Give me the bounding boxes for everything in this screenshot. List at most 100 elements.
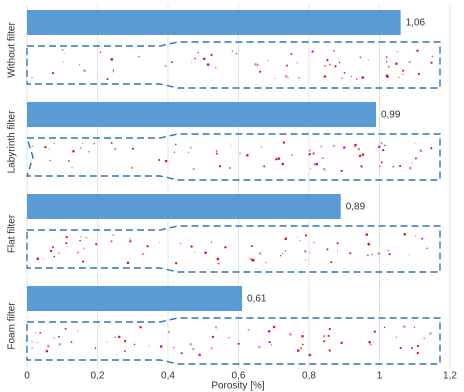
pore: [217, 258, 220, 261]
chart: Porosity [%] 00,20,40,60,811,21,06Withou…: [0, 0, 464, 392]
pore: [71, 341, 73, 343]
pore: [52, 72, 54, 74]
pore: [72, 150, 75, 153]
pore: [284, 237, 287, 240]
pore: [211, 242, 212, 243]
pore: [323, 335, 326, 338]
category-label: Foam filter: [7, 302, 18, 350]
pore: [88, 151, 90, 153]
pore: [409, 254, 410, 255]
pore: [236, 53, 237, 54]
pore: [354, 144, 357, 147]
pore: [80, 147, 82, 149]
pore: [271, 344, 272, 345]
pore: [198, 59, 199, 60]
pore: [329, 328, 331, 330]
pore: [402, 74, 403, 75]
pore: [302, 344, 304, 346]
pore: [106, 341, 107, 342]
pore: [115, 337, 116, 338]
pore: [267, 60, 269, 62]
pore: [344, 72, 346, 74]
pore: [83, 247, 85, 249]
pore: [297, 236, 298, 237]
pore: [203, 57, 206, 60]
pore: [378, 146, 381, 149]
pore: [174, 152, 175, 153]
pore: [431, 56, 433, 58]
pore: [379, 166, 380, 167]
pore: [415, 236, 416, 237]
pore: [380, 142, 382, 144]
pore: [32, 145, 34, 147]
pore: [31, 347, 33, 349]
pore: [44, 146, 46, 148]
pore: [258, 346, 261, 349]
pore: [282, 253, 283, 254]
pore: [83, 69, 86, 72]
pore: [360, 165, 362, 167]
pore: [165, 160, 168, 163]
pore: [314, 164, 316, 166]
pore: [415, 143, 416, 144]
bar: [27, 286, 242, 311]
pore: [395, 62, 398, 65]
pore: [62, 49, 64, 51]
pore: [259, 252, 262, 255]
pore: [313, 242, 315, 244]
pore: [95, 347, 97, 349]
pore: [289, 333, 292, 336]
pore: [261, 146, 262, 147]
pore: [116, 354, 117, 355]
pore: [181, 352, 183, 354]
pore: [359, 56, 361, 58]
pore: [333, 50, 335, 52]
pore: [31, 341, 32, 342]
pore: [275, 78, 276, 79]
pore: [275, 158, 277, 160]
pore: [287, 77, 288, 78]
pore: [357, 148, 360, 151]
pore: [399, 165, 401, 167]
pore: [50, 160, 51, 161]
pore: [339, 62, 340, 63]
specimen-outline: [27, 42, 440, 88]
pore: [277, 157, 280, 160]
pore: [430, 62, 432, 64]
pore: [52, 246, 54, 248]
pore: [309, 149, 311, 151]
pore: [323, 168, 326, 171]
pore: [113, 69, 114, 70]
pore: [197, 52, 198, 53]
value-label: 0,61: [247, 294, 267, 305]
pore: [82, 143, 83, 144]
pore: [273, 326, 276, 329]
pore: [48, 148, 49, 149]
pore: [286, 65, 288, 67]
pore: [400, 347, 402, 349]
category-label: Labyrinth filter: [7, 110, 18, 173]
specimen-outline: [27, 134, 440, 180]
pore: [160, 345, 163, 348]
bar: [27, 102, 376, 127]
pore: [58, 336, 60, 338]
pore: [207, 63, 210, 66]
x-tick-label: 1,2: [443, 371, 457, 382]
pore: [382, 149, 384, 151]
pore: [129, 238, 131, 240]
pore: [429, 332, 432, 335]
pore: [426, 248, 428, 250]
pore: [139, 326, 141, 328]
pore: [165, 65, 167, 67]
pore: [384, 327, 385, 328]
bar: [27, 194, 341, 219]
x-tick-label: 1: [377, 371, 383, 382]
pore: [371, 253, 373, 255]
pore: [298, 77, 300, 79]
pore: [416, 50, 418, 52]
pore: [333, 145, 335, 147]
pore: [388, 66, 390, 68]
pore: [323, 340, 325, 342]
pore: [421, 238, 423, 240]
x-tick-label: 0,4: [161, 371, 175, 382]
